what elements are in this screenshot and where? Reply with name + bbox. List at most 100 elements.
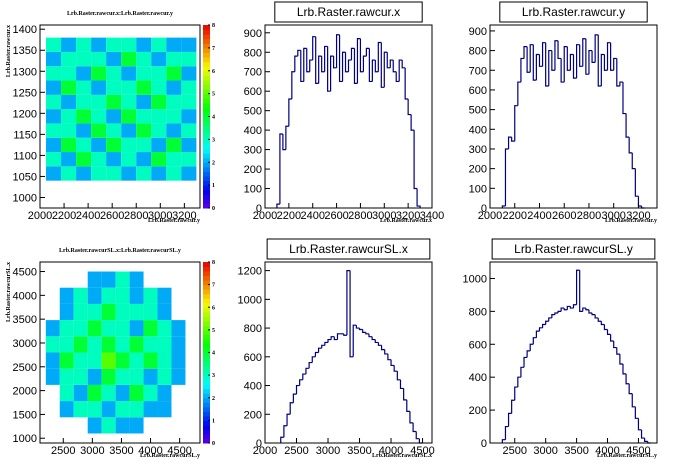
histogram-bin [302, 373, 306, 380]
histogram-bin [389, 59, 394, 68]
cell [87, 368, 102, 385]
histogram-bin [406, 399, 410, 412]
histogram-bin [353, 48, 358, 85]
cell [76, 51, 92, 67]
cell [73, 320, 88, 337]
y-tick-label: 400 [469, 124, 487, 136]
cell [115, 303, 130, 321]
cell [46, 37, 62, 52]
x-tick-label: 3000 [316, 445, 340, 457]
z-tick-label: 8 [212, 23, 215, 29]
cell [106, 137, 122, 153]
x-tick-label: 2200 [52, 210, 76, 222]
x-tick-label: 3200 [626, 210, 650, 222]
histogram-bin [395, 71, 400, 83]
colorbar-slice [203, 89, 210, 95]
colorbar-slice [203, 334, 210, 340]
cell [166, 80, 182, 95]
cell [91, 80, 107, 95]
histogram-bin [294, 55, 298, 72]
histogram-bin [312, 36, 316, 61]
histogram-bin [597, 317, 602, 322]
cell [151, 94, 167, 110]
cell [181, 166, 197, 181]
histogram-bin [285, 125, 289, 150]
histogram-bin [415, 431, 420, 440]
z-tick-label: 2 [212, 160, 215, 166]
cell [91, 51, 107, 67]
histogram-bin [292, 393, 297, 403]
histogram-bin [279, 133, 283, 205]
y-tick-label: 4500 [13, 267, 37, 279]
frame [489, 261, 658, 444]
histogram-bin [404, 67, 409, 100]
cell [76, 137, 92, 153]
histogram-bin [413, 130, 418, 190]
colorbar-slice [203, 384, 210, 390]
histogram-bin [390, 359, 395, 367]
colorbar-slice [203, 302, 210, 308]
title-box [499, 1, 648, 23]
cell [166, 51, 182, 67]
y-tick-label: 500 [469, 105, 487, 117]
colorbar-slice [203, 134, 210, 140]
z-tick-label: 3 [212, 137, 215, 143]
cell [181, 66, 197, 81]
histogram-bin [365, 332, 369, 335]
x-tick-label: 4000 [379, 445, 403, 457]
colorbar-slice [203, 352, 210, 358]
x-axis-title: Lrb.Raster.rawcur.y [605, 218, 657, 224]
chart-title: Lrb.Raster.rawcur.y [522, 5, 625, 19]
z-tick-label: 4 [212, 115, 215, 121]
histogram-bin [610, 42, 614, 71]
colorbar-slice [203, 275, 210, 281]
x-tick-label: 3000 [148, 210, 172, 222]
colorbar-slice [203, 415, 210, 421]
histogram-bin [333, 336, 338, 341]
cell [61, 80, 77, 95]
y-tick-label: 1300 [13, 66, 37, 78]
histogram-bin [520, 57, 525, 83]
histogram-bin [579, 44, 583, 67]
histogram-bin [575, 44, 580, 79]
histogram-bin [314, 351, 319, 357]
colorbar-slice [203, 84, 210, 90]
histogram-bin [501, 205, 506, 208]
histogram-bin [541, 323, 546, 328]
colorbar-slice [203, 61, 210, 67]
histogram-bin [355, 325, 360, 329]
chart-title: Lrb.Raster.rawcurSL.x [289, 242, 408, 256]
histogram-bin [305, 367, 310, 375]
histogram-bin [526, 46, 531, 73]
histogram-bin [396, 371, 401, 381]
y-tick-label: 200 [244, 409, 262, 421]
y-tick-label: 700 [469, 65, 487, 77]
cell [61, 66, 77, 81]
histogram-bin [548, 49, 552, 86]
histogram-bin [368, 333, 373, 338]
histogram-bin [315, 36, 319, 85]
frame [489, 24, 658, 209]
cell [61, 137, 77, 153]
histogram-bin [613, 57, 617, 71]
cell [129, 352, 144, 369]
histogram-bin [514, 105, 518, 142]
title-box [266, 238, 431, 260]
cell [129, 368, 144, 385]
histogram-bin [398, 59, 403, 82]
histogram-bin [569, 53, 574, 71]
colorbar-slice [203, 130, 210, 136]
cell [129, 384, 144, 402]
colorbar-slice [203, 102, 210, 108]
cell [166, 94, 182, 110]
cell [115, 352, 130, 369]
x-tick-label: 2600 [100, 210, 124, 222]
z-tick-label: 4 [212, 351, 215, 357]
histogram-bin [588, 49, 593, 75]
x-tick-label: 4500 [626, 445, 650, 457]
colorbar-slice [203, 370, 210, 376]
histogram-bin [588, 309, 593, 314]
title-box [491, 238, 656, 260]
z-tick-label: 2 [212, 396, 215, 402]
x-tick-label: 2600 [552, 210, 576, 222]
